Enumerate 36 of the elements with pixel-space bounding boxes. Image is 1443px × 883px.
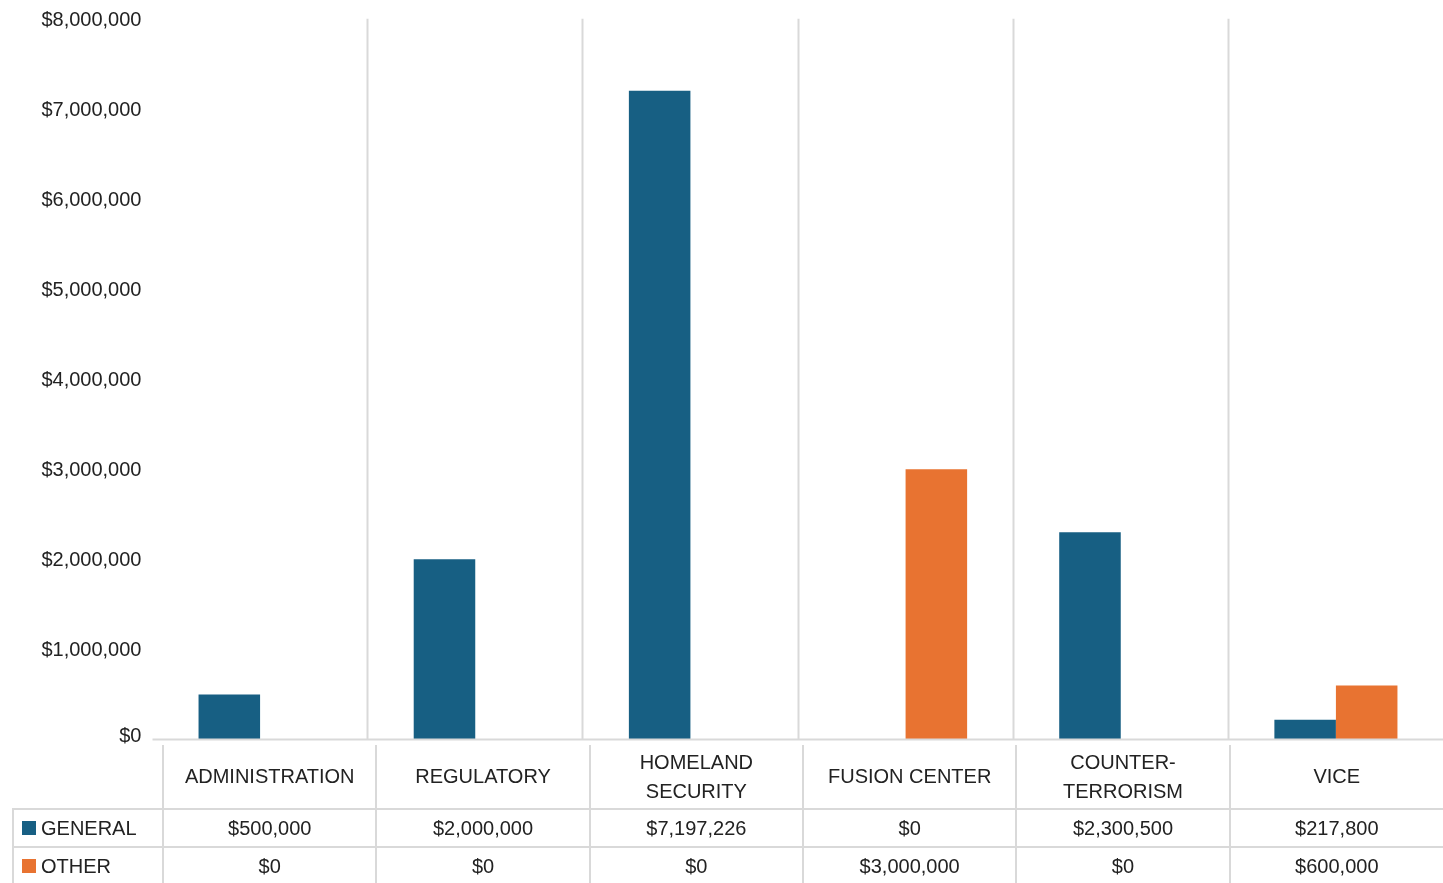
x-tick-label: REGULATORY [376,745,590,809]
x-tick-label: ADMINISTRATION [163,745,377,809]
legend-label: OTHER [13,847,164,883]
bar [413,559,476,740]
y-tick-label: $4,000,000 [41,368,142,390]
data-label: $0 [163,847,377,883]
bar [1274,719,1336,740]
x-tick-label: COUNTER-TERRORISM [1016,745,1230,809]
data-label: $500,000 [163,809,377,847]
x-tick-label: VICE [1229,745,1443,809]
x-tick-label: FUSION CENTER [803,745,1017,809]
bar [198,694,261,740]
y-tick-label: $7,000,000 [41,97,142,120]
legend-label: GENERAL [13,809,164,847]
y-tick-label: $3,000,000 [41,458,142,481]
data-label: $600,000 [1229,847,1443,883]
bar [905,469,968,740]
y-tick-label: $1,000,000 [41,638,142,661]
y-tick-label: $0 [119,723,142,746]
data-label: $2,300,500 [1016,809,1230,847]
y-tick-label: $5,000,000 [41,277,142,300]
y-tick-label: $6,000,000 [41,187,142,210]
data-label: $217,800 [1229,809,1443,847]
data-label: $7,197,226 [589,809,804,847]
data-label: $2,000,000 [376,809,590,847]
bar [628,90,691,740]
bar [1335,685,1398,740]
x-tick-label: HOMELAND SECURITY [589,745,804,809]
bar [1059,532,1121,740]
data-label: $0 [589,847,804,883]
data-label: $0 [803,809,1017,847]
data-label: $0 [1016,847,1230,883]
data-label: $3,000,000 [803,847,1017,883]
y-tick-label: $2,000,000 [41,548,142,571]
data-label: $0 [376,847,590,883]
y-tick-label: $8,000,000 [41,7,142,30]
